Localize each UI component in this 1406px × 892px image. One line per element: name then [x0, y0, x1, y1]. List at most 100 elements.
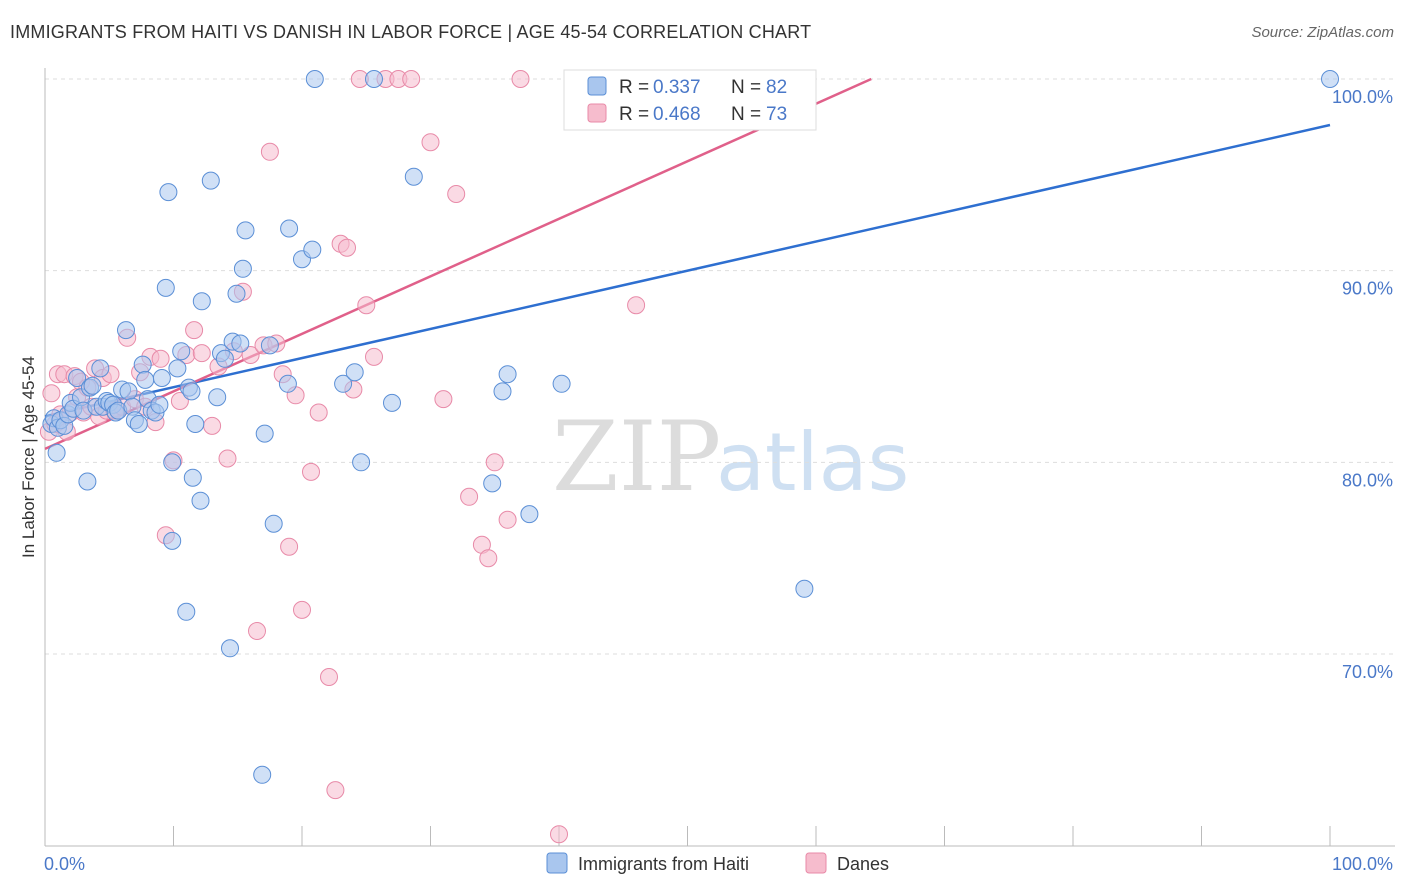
bottom-legend-label-danes: Danes — [837, 854, 889, 874]
chart-source: Source: ZipAtlas.com — [1251, 24, 1394, 41]
bottom-legend: Immigrants from Haiti Danes — [546, 852, 889, 874]
haiti-point — [208, 388, 227, 407]
legend: R = 0.337 N = 82 R = 0.468 N = 73 — [563, 69, 817, 131]
legend-n-value-haiti: 82 — [766, 77, 787, 98]
danes-point — [170, 392, 189, 410]
haiti-point — [168, 359, 187, 378]
haiti-point — [231, 334, 250, 353]
legend-r-label-haiti: R = — [619, 77, 654, 98]
danes-point — [42, 384, 61, 403]
danes-point — [218, 449, 237, 468]
haiti-point — [520, 505, 539, 524]
axes — [44, 68, 1395, 847]
haiti-point — [186, 415, 205, 433]
danes-point — [185, 321, 204, 340]
haiti-point — [136, 370, 155, 389]
danes-point — [627, 296, 646, 315]
haiti-point — [183, 468, 202, 487]
haiti-point — [233, 259, 252, 278]
haiti-point — [182, 382, 201, 401]
haiti-point — [47, 443, 66, 462]
haiti-point — [383, 393, 401, 412]
haiti-point — [255, 424, 274, 443]
danes-point — [338, 238, 356, 257]
danes-point — [326, 781, 345, 800]
haiti-point — [163, 531, 182, 550]
danes-point — [479, 549, 498, 568]
danes-point — [460, 487, 479, 506]
danes-point — [280, 537, 299, 556]
haiti-points — [42, 70, 1339, 784]
bottom-legend-swatch-haiti — [546, 852, 568, 874]
haiti-point — [1321, 70, 1339, 88]
danes-point — [485, 453, 504, 472]
haiti-point — [552, 374, 571, 393]
legend-r-label-danes: R = — [619, 104, 654, 125]
danes-point — [365, 347, 383, 366]
danes-point — [302, 462, 320, 481]
legend-n-value-danes: 73 — [766, 104, 787, 125]
haiti-point — [163, 453, 182, 472]
danes-point — [421, 133, 440, 152]
danes-trend-line — [44, 77, 872, 451]
danes-point — [260, 142, 279, 161]
danes-point — [511, 70, 530, 88]
haiti-point — [152, 369, 171, 387]
haiti-point — [221, 639, 239, 658]
haiti-point — [483, 474, 502, 493]
danes-point — [498, 510, 517, 529]
haiti-point — [129, 415, 148, 433]
haiti-point — [68, 369, 87, 387]
gridlines — [45, 78, 1395, 655]
danes-point — [402, 70, 421, 88]
haiti-point — [236, 221, 255, 240]
haiti-point — [795, 579, 814, 598]
watermark-zip: ZIP — [552, 401, 721, 513]
haiti-point — [253, 765, 272, 784]
haiti-point — [493, 382, 512, 401]
y-tick-label: 90.0% — [1342, 279, 1393, 299]
haiti-point — [201, 171, 220, 190]
y-tick-label: 70.0% — [1342, 662, 1393, 682]
y-axis-label: In Labor Force | Age 45-54 — [19, 356, 38, 558]
danes-point — [192, 344, 211, 363]
haiti-point — [345, 363, 364, 382]
haiti-point — [303, 240, 322, 259]
legend-n-label-haiti: N = — [731, 77, 766, 98]
legend-r-value-danes: 0.468 — [653, 104, 701, 125]
haiti-point — [83, 376, 102, 395]
haiti-trend-line — [44, 123, 1331, 418]
y-tick-label: 100.0% — [1332, 87, 1393, 107]
danes-point — [151, 349, 170, 368]
haiti-point — [334, 374, 353, 393]
x-tick-label: 0.0% — [44, 854, 85, 874]
haiti-point — [119, 382, 138, 401]
x-tick-label: 100.0% — [1332, 854, 1393, 874]
danes-point — [203, 416, 222, 435]
haiti-point — [365, 70, 383, 88]
haiti-point — [177, 602, 196, 621]
legend-swatch-haiti — [587, 76, 607, 96]
danes-point — [241, 346, 260, 364]
haiti-point — [215, 349, 234, 368]
danes-point — [309, 403, 328, 422]
bottom-legend-swatch-danes — [805, 852, 827, 874]
legend-swatch-danes — [587, 103, 607, 123]
watermark: ZIP atlas — [552, 401, 909, 513]
haiti-point — [150, 395, 169, 414]
y-tick-label: 80.0% — [1342, 470, 1393, 490]
haiti-point — [191, 491, 210, 510]
danes-point — [320, 668, 338, 686]
haiti-point — [404, 167, 423, 186]
haiti-point — [91, 359, 110, 378]
haiti-point — [156, 278, 175, 297]
danes-point — [357, 296, 376, 315]
danes-point — [293, 600, 311, 619]
tick-labels: 70.0% 80.0% 90.0% 100.0% 0.0% 100.0% — [44, 87, 1393, 874]
danes-point — [248, 622, 266, 640]
haiti-point — [227, 284, 246, 303]
haiti-point — [192, 292, 211, 311]
haiti-point — [278, 374, 297, 393]
haiti-point — [498, 365, 517, 384]
danes-point — [447, 185, 466, 203]
